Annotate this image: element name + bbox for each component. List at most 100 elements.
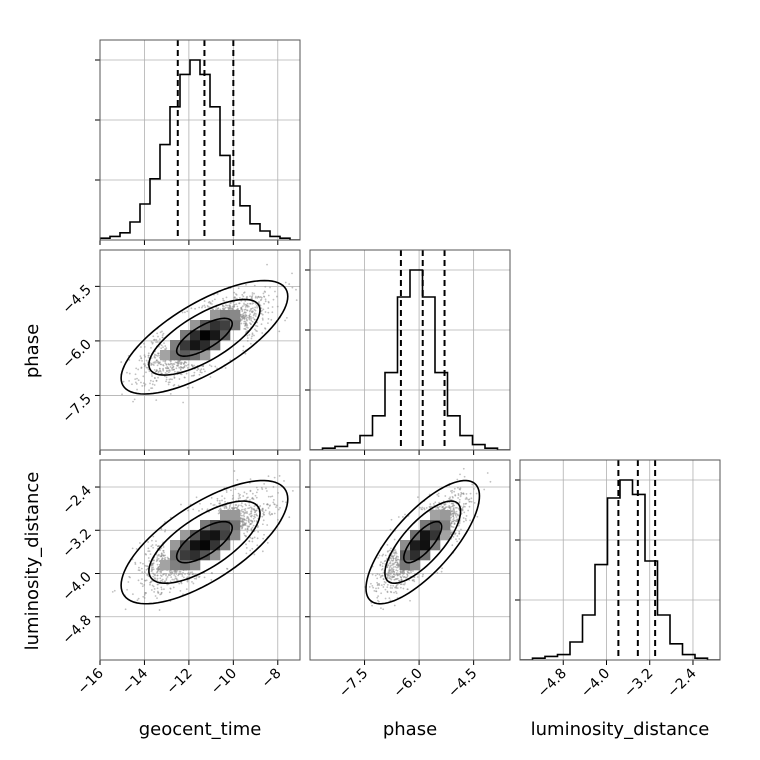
scatter-point: [257, 530, 260, 533]
scatter-point: [255, 313, 257, 315]
hist-bar: [210, 107, 220, 240]
scatter-point: [158, 354, 160, 357]
scatter-point: [383, 560, 386, 563]
scatter-point: [279, 506, 281, 509]
scatter-point: [250, 316, 253, 318]
scatter-point: [263, 511, 265, 514]
scatter-point: [399, 572, 402, 575]
scatter-point: [160, 547, 163, 550]
scatter-point: [232, 497, 235, 499]
scatter-point: [162, 332, 165, 335]
scatter-point: [152, 335, 155, 338]
scatter-point: [462, 520, 465, 523]
density-cell: [190, 560, 201, 571]
density-cell: [170, 560, 181, 571]
density-cell: [210, 320, 221, 331]
scatter-point: [451, 544, 454, 547]
scatter-point: [203, 300, 206, 302]
density-cell: [180, 540, 191, 551]
scatter-point: [144, 571, 146, 574]
density-cell: [210, 310, 221, 321]
density-cell: [170, 340, 181, 351]
scatter-point: [263, 295, 266, 298]
scatter-point: [166, 576, 169, 578]
scatter-point: [246, 510, 248, 513]
scatter-point: [152, 546, 155, 549]
scatter-point: [184, 364, 186, 367]
scatter-point: [262, 537, 265, 540]
scatter-point: [256, 305, 258, 307]
scatter-point: [232, 308, 234, 311]
scatter-point: [210, 365, 213, 368]
scatter-point: [393, 551, 396, 554]
scatter-point: [228, 507, 231, 510]
scatter-point: [235, 504, 238, 506]
scatter-point: [260, 296, 263, 299]
scatter-point: [157, 591, 159, 594]
scatter-point: [243, 311, 246, 314]
scatter-point: [187, 572, 190, 575]
scatter-point: [267, 318, 270, 320]
scatter-point: [371, 573, 374, 576]
scatter-point: [246, 525, 249, 528]
scatter-point: [453, 504, 456, 507]
scatter-point: [251, 514, 253, 517]
scatter-point: [436, 493, 439, 496]
scatter-point: [395, 587, 398, 589]
scatter-point: [157, 590, 159, 593]
hist-step-line: [310, 269, 510, 450]
scatter-point: [168, 378, 171, 381]
scatter-point: [402, 587, 405, 590]
density-cell: [210, 520, 221, 531]
scatter-point: [156, 361, 158, 364]
contour-line: [148, 500, 261, 585]
scatter-point: [436, 571, 439, 574]
scatter-point: [229, 359, 232, 362]
scatter-point: [189, 571, 192, 574]
scatter-point: [126, 588, 129, 591]
scatter-point: [202, 364, 205, 367]
density-cell: [170, 540, 181, 551]
scatter-point: [226, 304, 229, 307]
density-cell: [210, 330, 221, 341]
density-cell: [190, 330, 201, 341]
scatter-point: [261, 488, 264, 491]
scatter-point: [230, 489, 232, 492]
scatter-point: [394, 561, 397, 564]
scatter-point: [465, 515, 468, 517]
scatter-point: [384, 597, 387, 600]
scatter-point: [158, 338, 161, 341]
scatter-point: [368, 586, 371, 588]
scatter-point: [148, 550, 151, 553]
scatter-point: [285, 316, 288, 319]
scatter-point: [150, 567, 153, 569]
scatter-point: [254, 306, 257, 309]
scatter-point: [155, 359, 158, 362]
scatter-point: [243, 518, 246, 521]
scatter-point: [413, 580, 416, 583]
scatter-point: [167, 371, 170, 374]
scatter-point: [182, 576, 185, 579]
scatter-point: [138, 566, 140, 569]
density-cell: [440, 530, 451, 541]
density-cell: [400, 540, 411, 551]
scatter-point: [456, 519, 459, 521]
contour-line: [175, 317, 234, 357]
density-cell: [180, 340, 191, 351]
scatter-point: [143, 593, 146, 596]
scatter-point: [381, 567, 384, 570]
scatter-point: [267, 475, 270, 478]
scatter-point: [240, 520, 242, 523]
scatter-point: [454, 532, 456, 535]
scatter-point: [165, 378, 168, 381]
scatter-point: [374, 574, 377, 577]
scatter-point: [253, 513, 256, 516]
scatter-point: [249, 322, 251, 324]
scatter-point: [249, 499, 251, 501]
scatter-point: [386, 544, 389, 546]
scatter-point: [162, 364, 165, 367]
scatter-point: [225, 491, 228, 493]
scatter-point: [262, 502, 265, 505]
scatter-point: [278, 330, 281, 333]
scatter-point: [470, 500, 473, 503]
